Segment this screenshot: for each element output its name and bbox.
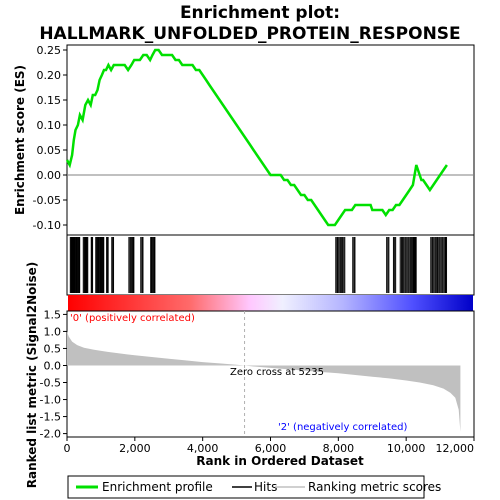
- chart-title-line1: Enrichment plot:: [180, 3, 340, 23]
- negative-correlation-label: '2' (negatively correlated): [278, 422, 407, 433]
- metric-y-tick-label: 1.5: [44, 308, 62, 321]
- es-y-tick-label: 0.05: [37, 144, 62, 157]
- positive-correlation-label: '0' (positively correlated): [70, 313, 195, 324]
- metric-y-ticks: -2.0 -1.5 -1.0 -0.5 0.0 0.5 1.0 1.5: [40, 308, 67, 441]
- es-y-ticks: -0.10 -0.05 0.00 0.05 0.10 0.15 0.20 0.25: [33, 44, 67, 232]
- enrichment-profile-line: [65, 48, 448, 227]
- es-plot-frame: [66, 44, 475, 236]
- metric-y-tick-label: -2.0: [40, 428, 61, 441]
- metric-y-tick-label: 0.0: [44, 359, 62, 372]
- legend-hits-label: Hits: [254, 480, 277, 494]
- chart-title-line2: HALLMARK_UNFOLDED_PROTEIN_RESPONSE: [39, 24, 460, 44]
- metric-y-tick-label: -0.5: [40, 377, 61, 390]
- es-y-tick-label: 0.20: [37, 69, 62, 82]
- metric-y-tick-label: 0.5: [44, 342, 62, 355]
- metric-x-ticks: 0 2,000 4,000 6,000 8,000 10,000 12,000: [64, 437, 475, 455]
- legend-enrichment-label: Enrichment profile: [102, 480, 213, 494]
- es-y-tick-label: -0.10: [33, 219, 61, 232]
- es-y-tick-label: 0.25: [37, 44, 62, 57]
- x-tick-label: 10,000: [387, 442, 426, 455]
- x-tick-label: 12,000: [436, 442, 475, 455]
- es-y-axis-label: Enrichment score (ES): [13, 65, 27, 215]
- metric-y-tick-label: -1.0: [40, 394, 61, 407]
- es-y-tick-label: 0.10: [37, 119, 62, 132]
- metric-y-axis-label: Ranked list metric (Signal2Noise): [25, 262, 39, 489]
- x-tick-label: 4,000: [187, 442, 219, 455]
- metric-y-tick-label: 1.0: [44, 325, 62, 338]
- rank-color-bar: [68, 295, 473, 311]
- x-tick-label: 2,000: [119, 442, 151, 455]
- metric-y-tick-label: -1.5: [40, 411, 61, 424]
- es-y-tick-label: 0.00: [37, 169, 62, 182]
- zero-cross-label: Zero cross at 5235: [230, 367, 324, 378]
- x-tick-label: 0: [64, 442, 71, 455]
- x-axis-label: Rank in Ordered Dataset: [196, 454, 364, 468]
- x-tick-label: 8,000: [323, 442, 355, 455]
- es-y-tick-label: -0.05: [33, 194, 61, 207]
- x-tick-label: 6,000: [255, 442, 287, 455]
- hit-marks: [69, 237, 448, 293]
- es-y-tick-label: 0.15: [37, 94, 62, 107]
- legend-metric-label: Ranking metric scores: [308, 480, 441, 494]
